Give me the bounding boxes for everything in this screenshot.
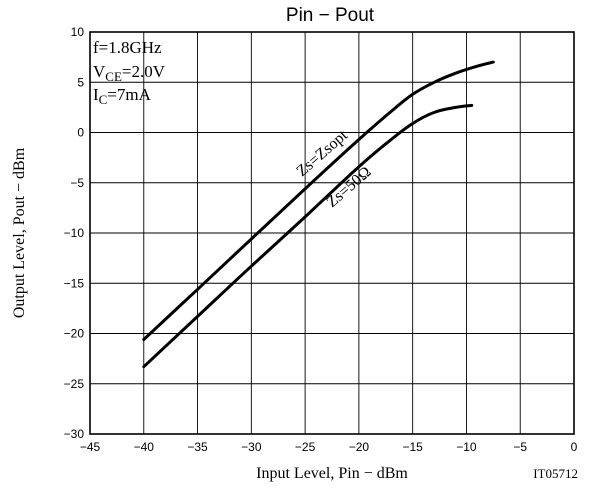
y-axis-label: Output Level, Pout − dBm xyxy=(11,147,28,318)
x-tick-labels: −45 −40 −35 −30 −25 −20 −15 −10 −5 0 xyxy=(80,440,578,454)
condition-ic: IC=7mA xyxy=(93,85,152,107)
series-line-zs-zsopt xyxy=(142,60,495,341)
x-axis-label: Input Level, Pin − dBm xyxy=(256,465,408,482)
y-tick-label: −5 xyxy=(70,176,84,190)
y-tick-label: −25 xyxy=(64,377,85,391)
ic-main: I xyxy=(93,85,99,104)
x-tick-label: −5 xyxy=(513,440,527,454)
figure-code: IT05712 xyxy=(533,466,578,481)
y-tick-label: −15 xyxy=(64,276,85,290)
x-tick-label: −40 xyxy=(134,440,155,454)
ic-value: =7mA xyxy=(107,85,151,104)
y-tick-labels: −30 −25 −20 −15 −10 −5 0 5 10 xyxy=(64,25,85,441)
y-tick-label: 5 xyxy=(77,75,84,89)
y-tick-label: −30 xyxy=(64,427,85,441)
x-tick-label: 0 xyxy=(571,440,578,454)
x-tick-label: −15 xyxy=(402,440,423,454)
ic-subscript: C xyxy=(99,92,108,107)
curve-label-50ohm: Zs=50Ω xyxy=(323,163,374,211)
vce-value: =2.0V xyxy=(122,62,166,81)
x-tick-label: −10 xyxy=(456,440,477,454)
series-layer xyxy=(142,60,495,369)
y-tick-label: 10 xyxy=(71,25,85,39)
y-tick-label: −20 xyxy=(64,327,85,341)
grid xyxy=(89,31,575,435)
plot-frame xyxy=(89,31,575,435)
x-tick-label: −30 xyxy=(241,440,262,454)
x-tick-label: −25 xyxy=(295,440,316,454)
series-line-zs-50ohm xyxy=(142,103,474,369)
condition-vce: VCE=2.0V xyxy=(93,62,166,84)
y-tick-label: 0 xyxy=(77,126,84,140)
y-tick-label: −10 xyxy=(64,226,85,240)
vce-main: V xyxy=(93,62,106,81)
x-tick-label: −20 xyxy=(349,440,370,454)
condition-frequency: f=1.8GHz xyxy=(93,38,162,57)
vce-subscript: CE xyxy=(105,69,122,84)
chart-title: Pin − Pout xyxy=(286,5,375,26)
x-tick-label: −35 xyxy=(187,440,208,454)
x-tick-label: −45 xyxy=(80,440,101,454)
